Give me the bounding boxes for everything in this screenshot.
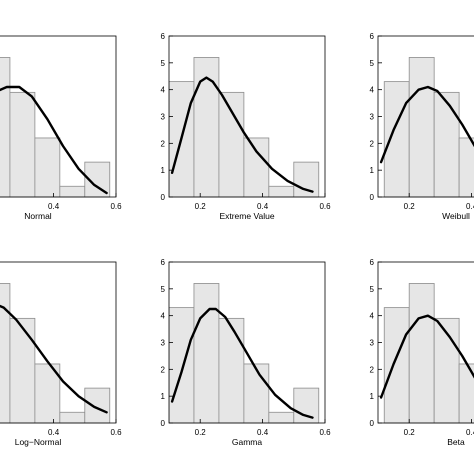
histogram-bar xyxy=(383,81,410,198)
axes-frame xyxy=(0,261,117,424)
distribution-label: Gamma xyxy=(232,437,263,447)
y-tick-label: 6 xyxy=(370,258,375,267)
fitted-density-curve xyxy=(379,314,474,399)
distribution-label: Weibull xyxy=(442,211,470,221)
y-tick-label: 0 xyxy=(161,193,166,202)
panel-2: 0 1 2 3 4 5 6 0.2 0.4 0.6 Extreme Value xyxy=(161,32,332,221)
y-tick-label: 4 xyxy=(370,312,375,321)
y-tick-label: 3 xyxy=(161,113,166,122)
x-tick-label: 0.2 xyxy=(404,202,416,211)
histogram-bar xyxy=(268,185,295,198)
x-tick-label: 0.4 xyxy=(257,202,269,211)
fitted-density-curve xyxy=(0,304,108,414)
x-tick-label: 0.4 xyxy=(257,428,269,437)
x-tick-label: 0.6 xyxy=(319,202,331,211)
histogram-bar xyxy=(193,283,220,424)
x-tick-label: 0.6 xyxy=(110,202,122,211)
histogram-bar xyxy=(408,57,435,198)
y-tick-label: 4 xyxy=(161,86,166,95)
histogram-bar xyxy=(0,57,11,198)
x-tick-label: 0.4 xyxy=(466,428,474,437)
histogram-bar xyxy=(84,387,111,424)
panel-4: 0.4 0.6 Log−Normal xyxy=(0,261,122,447)
y-tick-label: 4 xyxy=(370,86,375,95)
axes-frame xyxy=(0,35,117,198)
y-tick-label: 6 xyxy=(370,32,375,41)
y-tick-label: 0 xyxy=(370,419,375,428)
x-tick-label: 0.2 xyxy=(404,428,416,437)
histogram-bar xyxy=(9,317,36,424)
y-tick-label: 3 xyxy=(370,113,375,122)
distribution-label: Log−Normal xyxy=(15,437,62,447)
x-tick-label: 0.4 xyxy=(466,202,474,211)
panel-5: 0 1 2 3 4 5 6 0.2 0.4 0.6 Gamma xyxy=(161,258,332,447)
y-tick-label: 3 xyxy=(161,339,166,348)
y-tick-label: 6 xyxy=(161,32,166,41)
y-tick-label: 5 xyxy=(370,285,375,294)
distribution-label: Extreme Value xyxy=(219,211,274,221)
histogram-bar xyxy=(293,387,320,424)
y-tick-label: 1 xyxy=(161,392,166,401)
histogram-bar xyxy=(383,307,410,424)
histogram-bar xyxy=(193,57,220,198)
histogram-bar xyxy=(408,283,435,424)
histogram-bar xyxy=(218,317,245,424)
y-tick-label: 4 xyxy=(161,312,166,321)
histogram-bar xyxy=(243,137,270,198)
distribution-label: Normal xyxy=(24,211,52,221)
fitted-density-curve xyxy=(170,76,314,193)
y-tick-label: 0 xyxy=(370,193,375,202)
histogram-bar xyxy=(0,283,11,424)
histogram-bar xyxy=(59,185,86,198)
y-tick-label: 6 xyxy=(161,258,166,267)
fitted-density-curve xyxy=(379,85,474,164)
histogram-bar xyxy=(293,161,320,198)
histogram-bar xyxy=(433,91,460,198)
panel-6: 0 1 2 3 4 5 6 0.2 0.4Beta xyxy=(370,258,474,447)
histogram-bar xyxy=(34,137,61,198)
x-tick-label: 0.2 xyxy=(195,428,207,437)
x-tick-label: 0.4 xyxy=(48,428,60,437)
histogram-bar xyxy=(458,137,474,198)
y-tick-label: 1 xyxy=(161,166,166,175)
y-tick-label: 2 xyxy=(370,365,375,374)
panel-3: 0 1 2 3 4 5 6 0.2 0.4Weibull xyxy=(370,32,474,221)
histogram-bar xyxy=(59,411,86,424)
y-tick-label: 2 xyxy=(161,139,166,148)
histogram-bar xyxy=(9,91,36,198)
y-tick-label: 5 xyxy=(370,59,375,68)
histogram-bar xyxy=(218,91,245,198)
histogram-bar xyxy=(169,307,195,424)
x-tick-label: 0.2 xyxy=(195,202,207,211)
x-tick-label: 0.6 xyxy=(110,428,122,437)
y-tick-label: 3 xyxy=(370,339,375,348)
panel-1: 0.4 0.6 Normal xyxy=(0,35,122,221)
y-tick-label: 2 xyxy=(161,365,166,374)
y-tick-label: 1 xyxy=(370,392,375,401)
y-tick-label: 2 xyxy=(370,139,375,148)
x-tick-label: 0.4 xyxy=(48,202,60,211)
fitted-density-curve xyxy=(0,85,108,195)
distribution-label: Beta xyxy=(447,437,465,447)
y-tick-label: 5 xyxy=(161,59,166,68)
y-tick-label: 1 xyxy=(370,166,375,175)
histogram-bar xyxy=(268,411,295,424)
fitted-density-curve xyxy=(170,307,314,419)
y-tick-label: 0 xyxy=(161,419,166,428)
x-tick-label: 0.6 xyxy=(319,428,331,437)
y-tick-label: 5 xyxy=(161,285,166,294)
histogram-bar xyxy=(243,363,270,424)
